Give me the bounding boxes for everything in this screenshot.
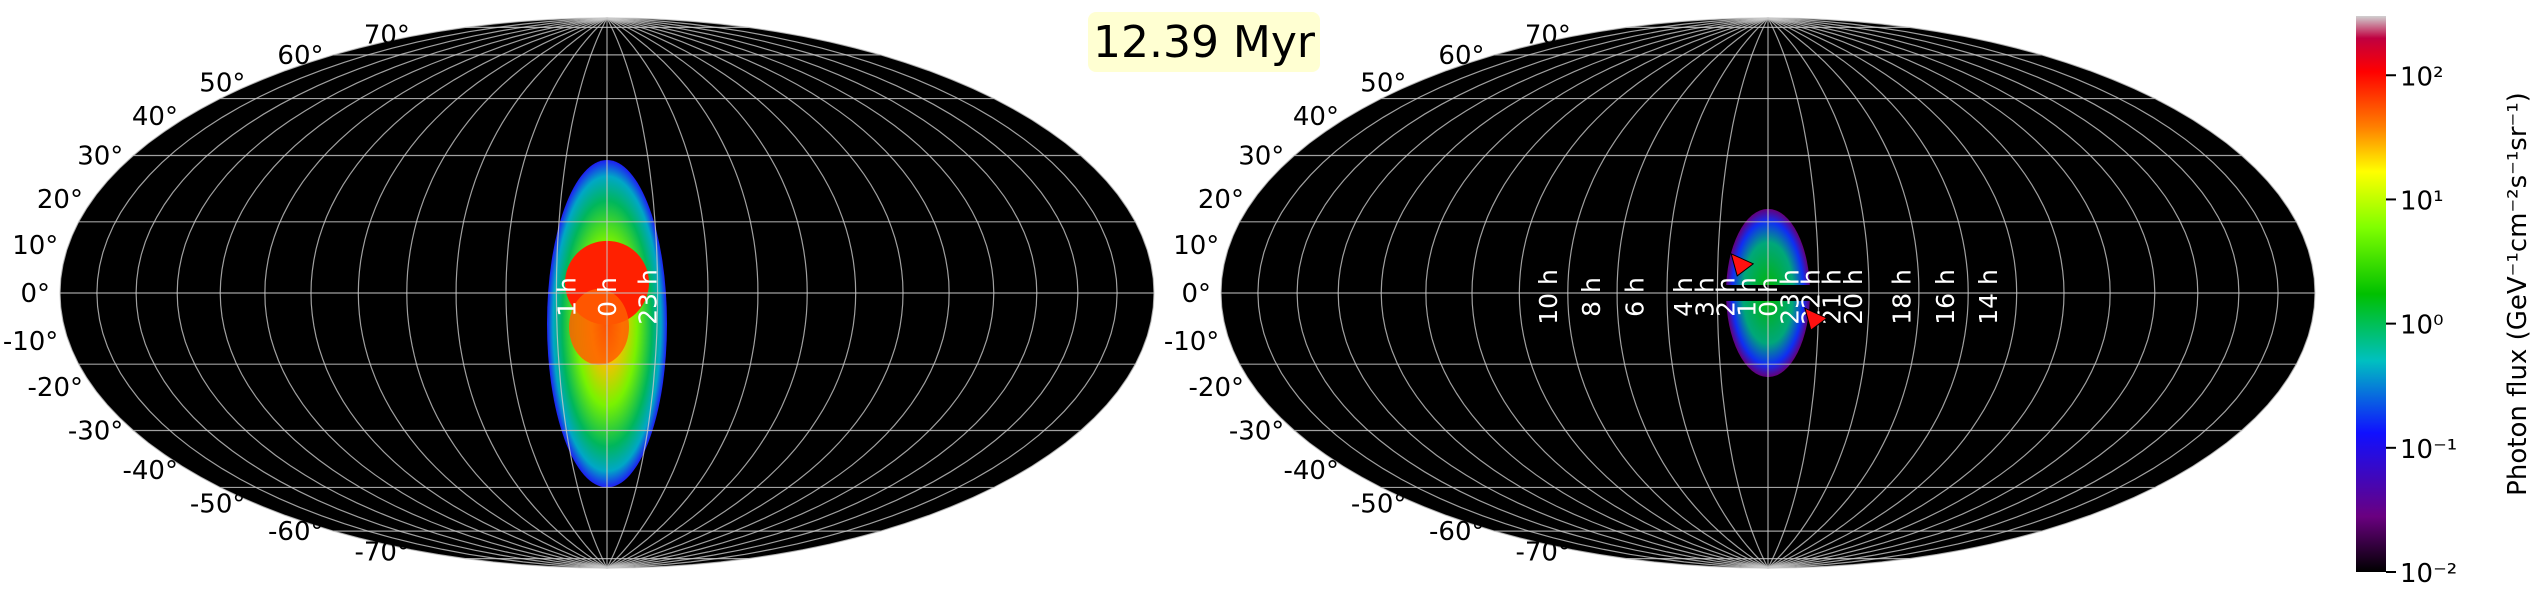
colorbar-tick-label: 10² [2400, 62, 2444, 92]
colorbar-label: Photon flux (GeV⁻¹cm⁻²s⁻¹sr⁻¹) [2503, 92, 2533, 496]
lat-tick-label: -20° [1189, 373, 1244, 403]
lat-tick-label: -70° [1515, 537, 1570, 567]
lat-tick-label: 10° [1173, 231, 1219, 261]
lat-tick-label: 70° [1525, 21, 1571, 51]
ra-tick-label: 1 h [1733, 277, 1762, 317]
lat-tick-label: -60° [1429, 517, 1484, 547]
ra-tick-label: 0 h [593, 277, 622, 317]
lat-tick-label: -50° [190, 490, 245, 520]
lat-tick-label: 20° [1198, 185, 1244, 215]
lat-tick-label: 0° [1181, 279, 1211, 309]
time-label: 12.39 Myr [1088, 12, 1320, 72]
ra-tick-label: 4 h [1669, 277, 1698, 317]
colorbar: 10² 10¹ 10⁰ 10⁻¹ 10⁻² Photon flux (GeV⁻¹cm⁻²… [2356, 16, 2533, 589]
lat-tick-label: 50° [199, 68, 245, 98]
lat-tick-label: -50° [1351, 490, 1406, 520]
left-sky-map: 70°60°50°40°30°20°10°0°-10°-20°-30°-40°-… [3, 17, 1155, 569]
ra-tick-label: 1 h [553, 277, 582, 317]
ra-tick-label: 6 h [1621, 277, 1650, 317]
lat-tick-label: -70° [354, 537, 409, 567]
lat-tick-label: 50° [1360, 68, 1406, 98]
ra-tick-label: 0 h [1754, 277, 1783, 317]
ra-tick-label: 16 h [1931, 269, 1960, 325]
lat-tick-label: 60° [277, 41, 323, 71]
lat-tick-label: -10° [3, 327, 58, 357]
lat-tick-label: -40° [123, 456, 178, 486]
ra-tick-label: 21 h [1818, 269, 1847, 325]
lat-tick-label: 40° [132, 102, 178, 132]
colorbar-tick-label: 10⁰ [2400, 311, 2444, 341]
lat-tick-label: -10° [1164, 327, 1219, 357]
lat-tick-label: 30° [77, 142, 123, 172]
right-sky-map: 70°60°50°40°30°20°10°0°-10°-20°-30°-40°-… [1164, 17, 2316, 569]
colorbar-tick-label: 10¹ [2400, 186, 2444, 216]
lat-tick-label: -20° [28, 373, 83, 403]
lat-tick-label: -30° [68, 417, 123, 447]
ra-tick-label: 20 h [1839, 269, 1868, 325]
lat-tick-label: 70° [364, 21, 410, 51]
colorbar-scale [2356, 16, 2386, 572]
lat-tick-label: 20° [37, 185, 83, 215]
ra-tick-label: 18 h [1887, 269, 1916, 325]
lat-tick-label: 30° [1238, 142, 1284, 172]
lat-tick-label: 40° [1293, 102, 1339, 132]
colorbar-tick-label: 10⁻² [2400, 559, 2457, 589]
ra-tick-label: 14 h [1974, 269, 2003, 325]
lat-tick-label: -30° [1229, 417, 1284, 447]
colorbar-tick-label: 10⁻¹ [2400, 435, 2457, 465]
source-marker [1730, 252, 1755, 277]
lat-tick-label: -60° [268, 517, 323, 547]
ra-tick-label: 2 h [1711, 277, 1740, 317]
ra-tick-label: 23 h [633, 269, 662, 325]
ra-tick-label: 8 h [1577, 277, 1606, 317]
lat-tick-label: 0° [20, 279, 50, 309]
emission-lobe [569, 288, 629, 365]
ra-tick-label: 23 h [1775, 269, 1804, 325]
source-marker [1804, 307, 1828, 332]
ra-tick-label: 10 h [1534, 269, 1563, 325]
lat-tick-label: 60° [1438, 41, 1484, 71]
lat-tick-label: -40° [1284, 456, 1339, 486]
ra-tick-label: 3 h [1690, 277, 1719, 317]
lat-tick-label: 10° [12, 231, 58, 261]
